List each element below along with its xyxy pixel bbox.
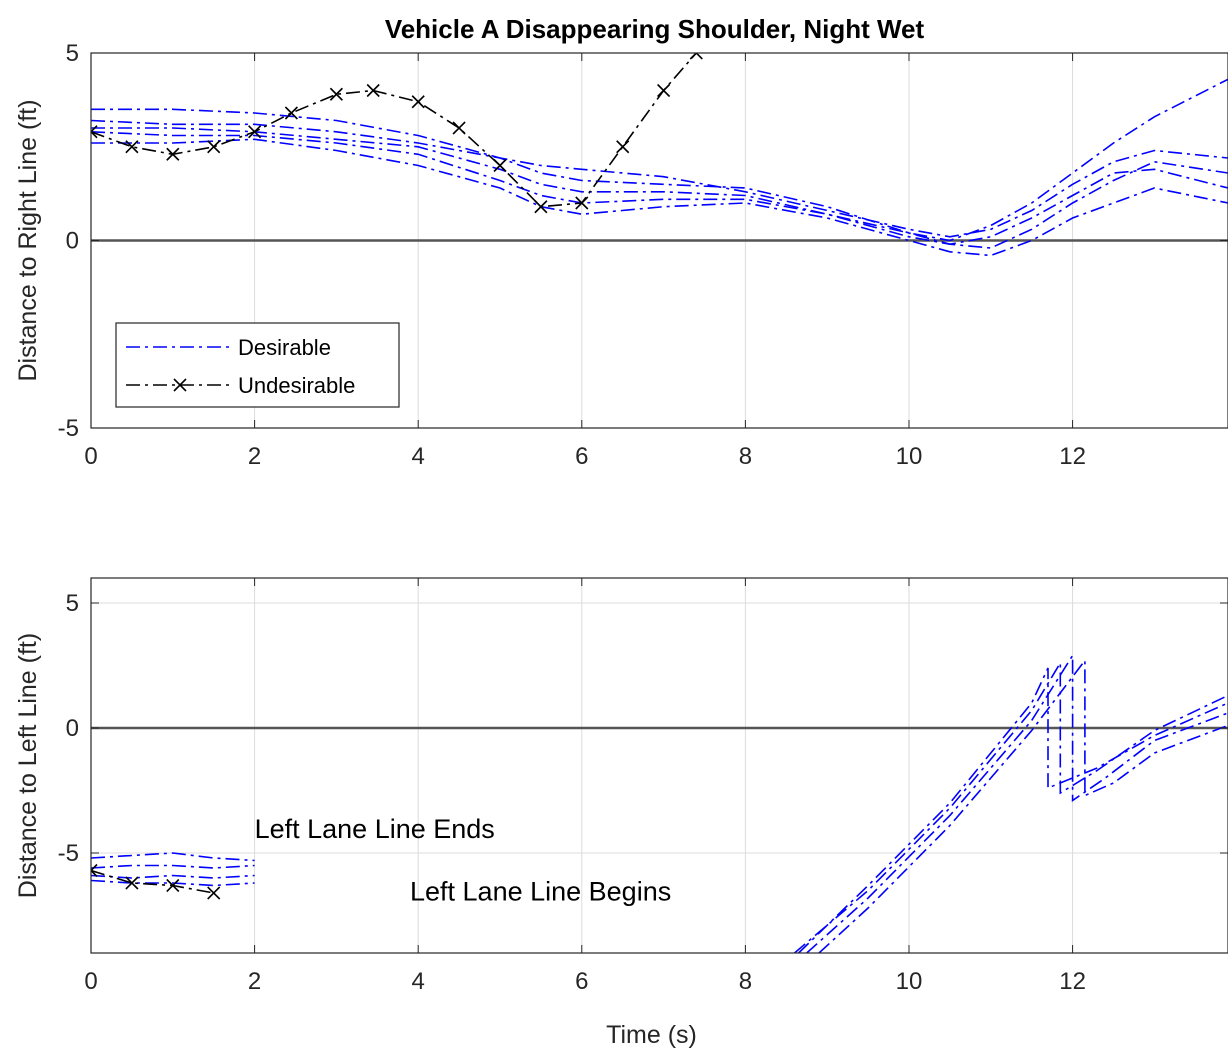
- data-point-marker: [248, 125, 262, 139]
- data-point-marker: [125, 140, 139, 154]
- data-point-marker: [575, 196, 589, 210]
- chart-title: Vehicle A Disappearing Shoulder, Night W…: [385, 14, 925, 44]
- x-tick-label: 12: [1059, 968, 1086, 995]
- data-point-marker: [534, 200, 548, 214]
- data-point-marker: [452, 121, 466, 135]
- y-tick-label: 5: [66, 40, 79, 67]
- data-point-marker: [91, 863, 98, 878]
- y-tick-label: -5: [58, 840, 79, 867]
- series-line-desirable: [91, 864, 255, 869]
- data-point-marker: [366, 83, 380, 98]
- data-point-marker: [329, 87, 343, 101]
- series-line-desirable: [798, 667, 1228, 953]
- y-tick-label: 5: [66, 590, 79, 617]
- data-point-marker: [284, 106, 298, 120]
- series-line-desirable: [91, 131, 1228, 249]
- x-tick-label: 4: [412, 968, 425, 995]
- x-tick-label: 2: [248, 968, 261, 995]
- legend: Desirable Undesirable: [115, 322, 400, 408]
- y-tick-label: 0: [66, 228, 79, 255]
- y-tick-label: 0: [66, 715, 79, 742]
- y-axis-label: Distance to Left Line (ft): [14, 633, 42, 898]
- series-line-desirable: [793, 660, 1228, 953]
- series-line-desirable: [806, 652, 1228, 953]
- x-tick-label: 4: [412, 443, 425, 470]
- x-tick-label: 6: [575, 968, 588, 995]
- series-line-desirable: [91, 874, 255, 879]
- x-tick-label: 10: [896, 968, 923, 995]
- data-point-marker: [411, 95, 425, 109]
- data-point-marker: [166, 878, 180, 893]
- x-axis-label: Time (s): [606, 1021, 697, 1049]
- annotation-text: Left Lane Line Ends: [255, 814, 495, 844]
- series-line-desirable: [818, 658, 1228, 953]
- data-point-marker: [493, 158, 507, 173]
- series-line-undesirable: [91, 869, 214, 894]
- x-tick-label: 8: [739, 443, 752, 470]
- y-axis-label: Distance to Right Line (ft): [14, 99, 42, 381]
- data-point-marker: [125, 876, 139, 890]
- series-line-desirable: [91, 138, 1228, 257]
- annotation-text: Left Lane Line Begins: [410, 877, 671, 907]
- legend-label-undesirable: Undesirable: [238, 373, 355, 398]
- axes-box: [90, 577, 1228, 954]
- series-group: [91, 53, 1228, 257]
- data-point-marker: [616, 140, 630, 154]
- x-tick-label: 0: [84, 443, 97, 470]
- legend-label-desirable: Desirable: [238, 335, 331, 360]
- x-tick-label: 0: [84, 968, 97, 995]
- data-point-marker: [91, 125, 98, 139]
- y-tick-label: -5: [58, 415, 79, 442]
- x-tick-label: 8: [739, 968, 752, 995]
- data-point-marker: [207, 886, 221, 900]
- legend-marker: [173, 378, 187, 392]
- series-group: [91, 652, 1228, 953]
- x-tick-label: 12: [1059, 443, 1086, 470]
- x-tick-label: 6: [575, 443, 588, 470]
- legend-box: [115, 322, 400, 408]
- left-line-chart: 0 2 4 6 8 10 12 -5 0 5 Distance to Left Line (ft) T…: [14, 577, 1228, 1049]
- data-point-marker: [657, 83, 671, 98]
- data-point-marker: [166, 147, 180, 161]
- series-line-desirable: [91, 78, 1228, 242]
- x-tick-label: 10: [896, 443, 923, 470]
- series-line-desirable: [91, 119, 1228, 238]
- plot-area: [91, 578, 1228, 953]
- data-point-marker: [689, 53, 703, 60]
- series-line-desirable: [91, 852, 255, 862]
- data-point-marker: [207, 140, 221, 154]
- series-line-desirable: [91, 879, 255, 887]
- series-line-desirable: [91, 127, 1228, 246]
- x-tick-label: 2: [248, 443, 261, 470]
